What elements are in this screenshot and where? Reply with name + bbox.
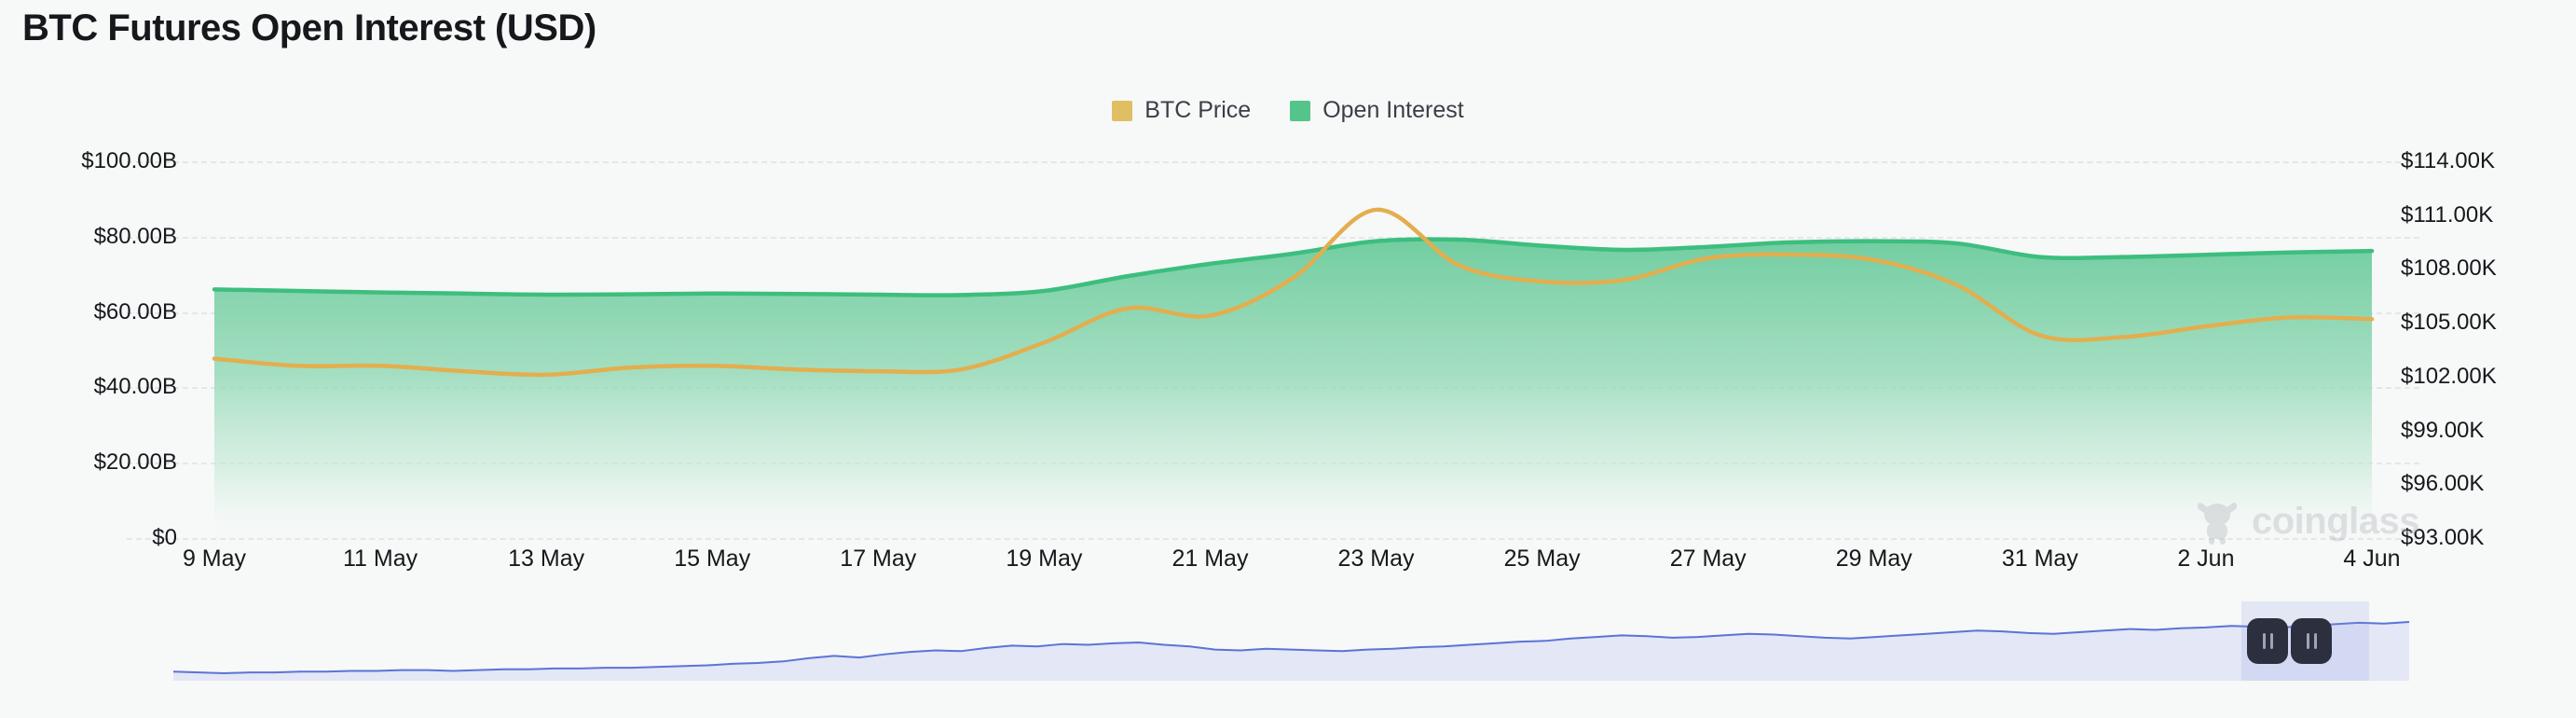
y-axis-left-tick: $20.00B xyxy=(93,449,177,476)
navigator-line xyxy=(173,621,2409,675)
drag-handle-left-icon[interactable] xyxy=(2247,618,2289,664)
x-axis-tick: 13 May xyxy=(508,545,585,572)
y-axis-right-tick: $93.00K xyxy=(2401,525,2485,550)
y-axis-right: $93.00K $96.00K $99.00K $102.00K $105.00K $10… xyxy=(2380,148,2576,550)
navigator-series-svg xyxy=(173,621,2409,681)
x-axis-tick: 4 Jun xyxy=(2343,545,2401,572)
x-axis-tick: 15 May xyxy=(674,545,751,572)
chart-plot-area[interactable] xyxy=(212,161,2375,538)
y-axis-right-tick: $105.00K xyxy=(2401,310,2497,336)
y-axis-left-tick: $80.00B xyxy=(93,223,177,249)
x-axis-tick: 2 Jun xyxy=(2177,545,2235,572)
page-title: BTC Futures Open Interest (USD) xyxy=(22,7,596,48)
btc-price-line xyxy=(212,207,2375,378)
x-axis-tick: 19 May xyxy=(1006,545,1083,572)
x-axis-tick: 17 May xyxy=(840,545,917,572)
x-axis: 9 May 11 May 13 May 15 May 17 May 19 May 21 Ma… xyxy=(183,545,2401,583)
legend-label: BTC Price xyxy=(1144,97,1252,123)
open-interest-line xyxy=(212,237,2375,297)
legend-swatch-icon xyxy=(1290,100,1311,121)
y-axis-right-tick: $108.00K xyxy=(2401,255,2497,282)
y-axis-right-tick: $102.00K xyxy=(2401,363,2497,389)
y-axis-left: $0 $20.00B $40.00B $60.00B $80.00B $100.00B xyxy=(0,148,177,550)
drag-handle-right-icon[interactable] xyxy=(2291,618,2333,664)
x-axis-tick: 11 May xyxy=(342,545,418,572)
chart-legend: BTC Price Open Interest xyxy=(0,97,2576,124)
legend-item-btc-price[interactable]: BTC Price xyxy=(1112,97,1251,124)
y-axis-left-tick: $100.00B xyxy=(81,148,177,173)
y-axis-right-tick: $111.00K xyxy=(2401,201,2494,228)
x-axis-tick: 21 May xyxy=(1172,545,1249,572)
y-axis-left-tick: $0 xyxy=(152,525,177,550)
y-axis-right-tick: $99.00K xyxy=(2401,417,2485,443)
y-axis-left-tick: $40.00B xyxy=(93,374,177,400)
legend-item-open-interest[interactable]: Open Interest xyxy=(1290,97,1464,124)
navigator-area xyxy=(173,622,2409,681)
series-svg xyxy=(212,207,2375,538)
gridline xyxy=(127,538,2419,540)
x-axis-tick: 27 May xyxy=(1669,545,1747,572)
y-axis-right-tick: $114.00K xyxy=(2401,148,2495,173)
x-axis-tick: 23 May xyxy=(1337,545,1415,572)
x-axis-tick: 25 May xyxy=(1503,545,1581,572)
y-axis-right-tick: $96.00K xyxy=(2401,471,2485,497)
legend-label: Open Interest xyxy=(1322,97,1464,123)
y-axis-left-tick: $60.00B xyxy=(93,298,177,324)
x-axis-tick: 29 May xyxy=(1835,545,1912,572)
range-navigator[interactable] xyxy=(173,601,2409,681)
x-axis-tick: 9 May xyxy=(182,545,247,572)
x-axis-tick: 31 May xyxy=(2001,545,2078,572)
open-interest-area xyxy=(214,239,2372,538)
legend-swatch-icon xyxy=(1112,100,1133,121)
